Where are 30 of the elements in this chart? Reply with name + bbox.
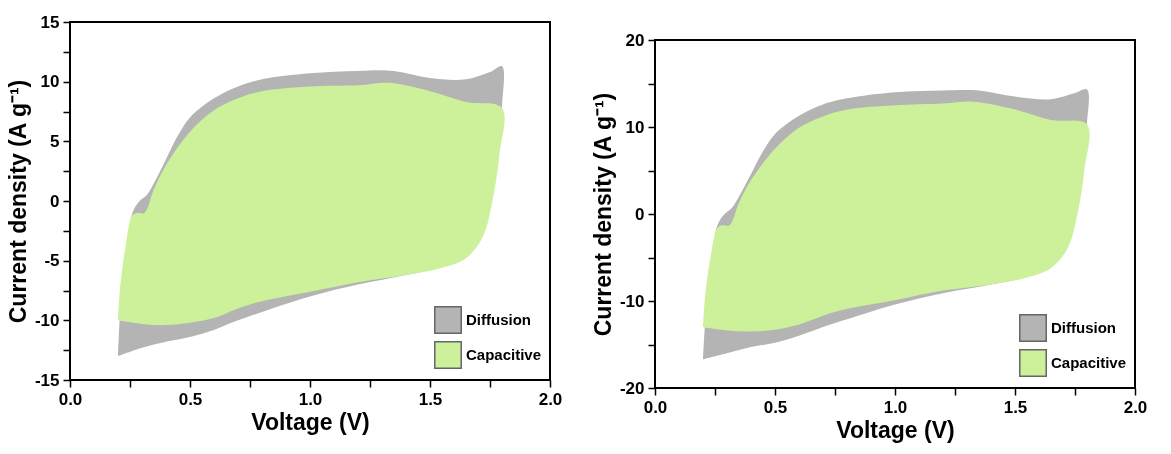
y-axis-title: Current density (A g⁻¹): [4, 79, 31, 324]
y-tick-label: 0: [635, 204, 645, 224]
y-tick-label: 15: [40, 12, 60, 32]
x-tick-label: 1.0: [883, 397, 908, 417]
x-tick-label: 1.5: [418, 389, 443, 409]
y-tick-label: -20: [619, 378, 645, 398]
y-tick-label: -5: [44, 251, 60, 271]
x-axis-title: Voltage (V): [836, 416, 955, 443]
y-tick-label: 10: [625, 117, 645, 137]
x-tick-label: 0.5: [763, 397, 788, 417]
x-tick-label: 2.0: [1123, 397, 1148, 417]
legend-label: Diffusion: [1051, 319, 1116, 336]
y-tick-label: -10: [34, 310, 60, 330]
y-tick-label: 5: [50, 131, 60, 151]
y-tick-label: -15: [34, 370, 60, 390]
x-tick-label: 2.0: [538, 389, 563, 409]
x-tick-label: 0.0: [58, 389, 83, 409]
legend-label: Capacitive: [466, 346, 542, 363]
y-tick-label: 10: [40, 72, 60, 92]
y-tick-label: 0: [50, 191, 60, 211]
y-tick-label: 20: [625, 30, 645, 50]
x-axis-title: Voltage (V): [251, 408, 370, 435]
legend-label: Diffusion: [466, 311, 531, 328]
y-tick-label: -10: [619, 291, 645, 311]
x-tick-label: 1.0: [298, 389, 323, 409]
legend-label: Capacitive: [1051, 354, 1127, 371]
x-tick-label: 0.5: [178, 389, 203, 409]
y-axis-title: Current density (A g⁻¹): [589, 92, 616, 337]
x-tick-label: 1.5: [1003, 397, 1028, 417]
x-tick-label: 0.0: [643, 397, 668, 417]
